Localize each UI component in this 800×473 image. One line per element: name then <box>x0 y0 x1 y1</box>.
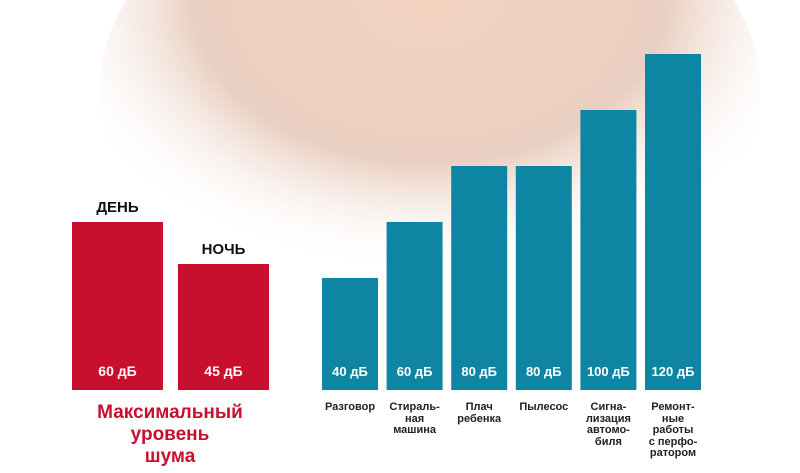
value-label: 80 дБ <box>526 364 562 379</box>
bar <box>178 264 269 390</box>
bar <box>515 166 572 390</box>
category-label: НОЧЬ <box>202 241 246 258</box>
value-label: 45 дБ <box>204 363 242 379</box>
bar <box>322 278 378 390</box>
value-label: 100 дБ <box>587 364 630 379</box>
category-label: Сигна- лизация автомо- биля <box>585 401 631 448</box>
chart-title: Максимальный уровень шума <box>97 402 243 467</box>
category-label: Пылесос <box>519 401 569 413</box>
bar <box>580 110 637 390</box>
bar <box>451 166 508 390</box>
value-label: 60 дБ <box>98 363 136 379</box>
bar <box>645 54 701 390</box>
value-label: 80 дБ <box>461 364 497 379</box>
category-label: Ремонт- ные работы с перфо- ратором <box>648 401 698 460</box>
value-label: 60 дБ <box>397 364 433 379</box>
bar <box>386 222 443 390</box>
value-label: 40 дБ <box>332 364 368 379</box>
category-label: Плач ребенка <box>457 401 502 425</box>
category-label: ДЕНЬ <box>96 199 139 216</box>
category-label: Стираль- ная машина <box>389 401 440 437</box>
bar <box>72 222 163 390</box>
value-label: 120 дБ <box>652 364 695 379</box>
category-label: Разговор <box>324 401 376 413</box>
